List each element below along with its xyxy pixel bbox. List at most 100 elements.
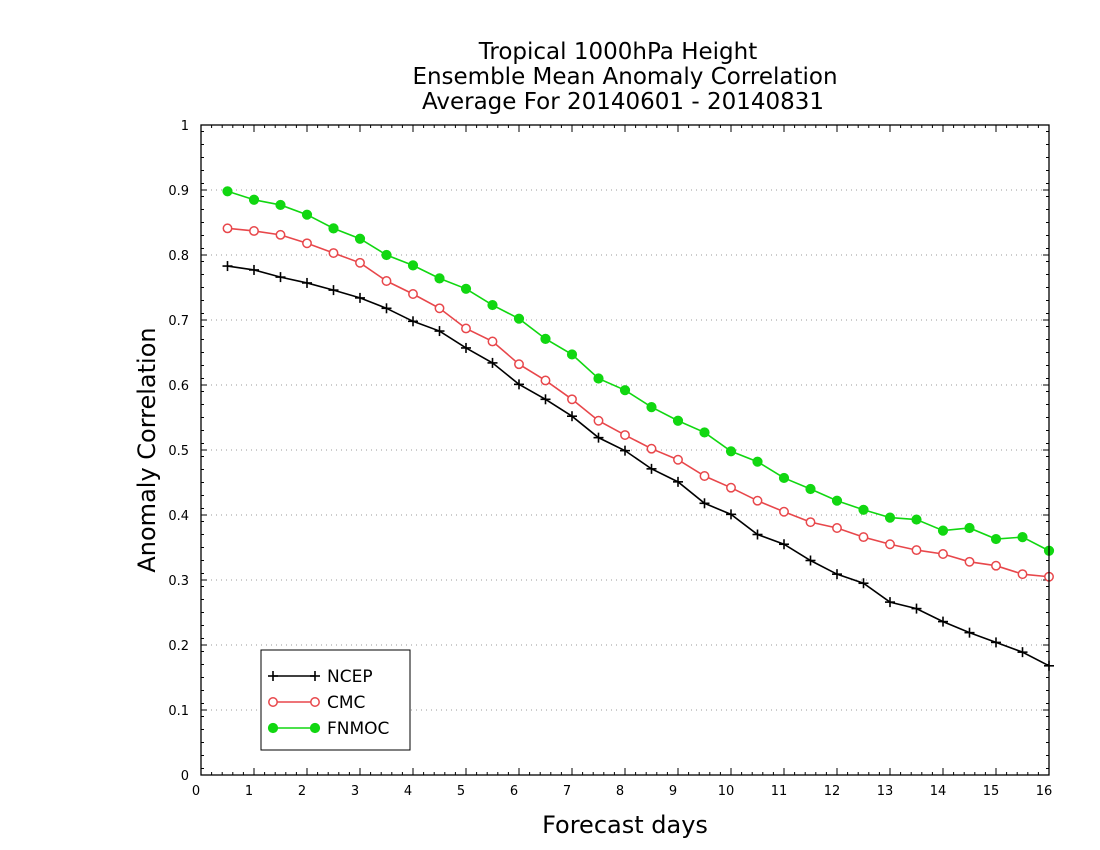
data-point bbox=[434, 303, 445, 314]
data-point bbox=[249, 264, 259, 275]
y-tick-label: 0.4 bbox=[168, 509, 189, 524]
x-tick-label: 10 bbox=[718, 784, 735, 799]
data-point bbox=[805, 555, 816, 566]
y-tick-label: 0.9 bbox=[168, 184, 189, 199]
legend-marker bbox=[268, 697, 278, 707]
data-point bbox=[911, 603, 922, 614]
data-point bbox=[540, 333, 551, 344]
x-tick-label: 1 bbox=[245, 784, 253, 799]
x-tick-label: 14 bbox=[930, 784, 947, 799]
data-point bbox=[434, 273, 445, 284]
data-point bbox=[885, 597, 895, 608]
data-point bbox=[779, 539, 789, 550]
x-tick-label: 5 bbox=[457, 784, 465, 799]
data-point bbox=[938, 549, 948, 559]
data-point bbox=[275, 272, 286, 283]
data-point bbox=[726, 482, 736, 493]
x-tick-label: 9 bbox=[669, 784, 677, 799]
data-point bbox=[752, 495, 763, 506]
data-point bbox=[514, 379, 524, 390]
plot-frame bbox=[200, 124, 1050, 776]
data-point bbox=[726, 509, 736, 520]
legend-item-fnmoc: FNMOC bbox=[267, 719, 389, 739]
legend-label: CMC bbox=[327, 693, 365, 713]
data-point bbox=[858, 578, 869, 589]
data-point bbox=[593, 373, 604, 384]
data-point bbox=[593, 415, 604, 426]
data-point bbox=[991, 637, 1001, 648]
data-point bbox=[884, 512, 896, 523]
data-point bbox=[381, 249, 392, 261]
data-point bbox=[381, 276, 392, 286]
data-point bbox=[540, 394, 551, 405]
data-point bbox=[328, 285, 339, 296]
data-point bbox=[275, 199, 286, 211]
legend-marker bbox=[267, 722, 279, 734]
data-point bbox=[990, 533, 1002, 545]
data-point bbox=[1017, 532, 1028, 543]
data-point bbox=[646, 443, 657, 454]
data-point bbox=[355, 292, 365, 303]
series-line bbox=[227, 227, 1050, 578]
data-point bbox=[408, 316, 418, 327]
data-point bbox=[752, 456, 763, 467]
data-point bbox=[222, 186, 233, 197]
data-point bbox=[567, 411, 577, 422]
data-point bbox=[911, 514, 922, 525]
series-ncep bbox=[222, 261, 1054, 671]
data-point bbox=[991, 560, 1001, 571]
legend-label: FNMOC bbox=[327, 719, 389, 739]
data-point bbox=[567, 394, 577, 405]
x-tick-label: 3 bbox=[351, 784, 359, 799]
x-tick-label: 0 bbox=[192, 784, 200, 799]
series-cmc bbox=[222, 223, 1054, 582]
x-tick-label: 15 bbox=[983, 784, 1000, 799]
data-point bbox=[673, 454, 683, 465]
data-point bbox=[1017, 647, 1028, 658]
x-tick-label: 8 bbox=[616, 784, 624, 799]
y-tick-label: 0.1 bbox=[168, 704, 189, 719]
data-point bbox=[487, 336, 498, 347]
data-point bbox=[301, 209, 313, 220]
data-point bbox=[540, 375, 551, 386]
y-tick-label: 1 bbox=[181, 119, 189, 134]
data-point bbox=[725, 446, 737, 457]
data-point bbox=[1017, 569, 1028, 580]
data-point bbox=[408, 289, 418, 299]
data-point bbox=[779, 506, 789, 517]
y-tick-label: 0.6 bbox=[168, 379, 189, 394]
series-group bbox=[222, 186, 1055, 671]
data-point bbox=[964, 556, 975, 567]
data-point bbox=[381, 303, 392, 314]
data-point bbox=[302, 238, 312, 249]
data-point bbox=[672, 415, 684, 426]
data-point bbox=[964, 522, 975, 534]
legend-label: NCEP bbox=[327, 667, 373, 687]
legend-marker bbox=[309, 722, 321, 734]
x-tick-label: 2 bbox=[298, 784, 306, 799]
legend-item-ncep: NCEP bbox=[268, 667, 373, 687]
data-point bbox=[699, 427, 710, 438]
data-point bbox=[646, 463, 657, 474]
x-tick-label: 6 bbox=[510, 784, 518, 799]
legend-item-cmc: CMC bbox=[268, 693, 365, 713]
y-tick-label: 0.8 bbox=[168, 249, 189, 264]
legend-marker bbox=[310, 671, 320, 681]
data-point bbox=[460, 283, 472, 294]
x-axis-label: Forecast days bbox=[542, 811, 708, 839]
data-point bbox=[911, 545, 922, 556]
data-point bbox=[673, 476, 683, 487]
x-tick-label: 11 bbox=[771, 784, 788, 799]
data-point bbox=[513, 313, 525, 324]
data-point bbox=[249, 226, 259, 236]
chart-subtitle-2: Average For 20140601 - 20140831 bbox=[422, 89, 824, 115]
data-point bbox=[858, 532, 869, 543]
y-tick-label: 0.3 bbox=[168, 574, 189, 589]
data-point bbox=[328, 248, 339, 259]
data-point bbox=[938, 616, 948, 627]
y-axis-label: Anomaly Correlation bbox=[133, 327, 161, 572]
data-point bbox=[328, 223, 339, 234]
legend-box bbox=[260, 649, 411, 751]
legend: NCEP CMC FNMOC bbox=[260, 649, 411, 751]
